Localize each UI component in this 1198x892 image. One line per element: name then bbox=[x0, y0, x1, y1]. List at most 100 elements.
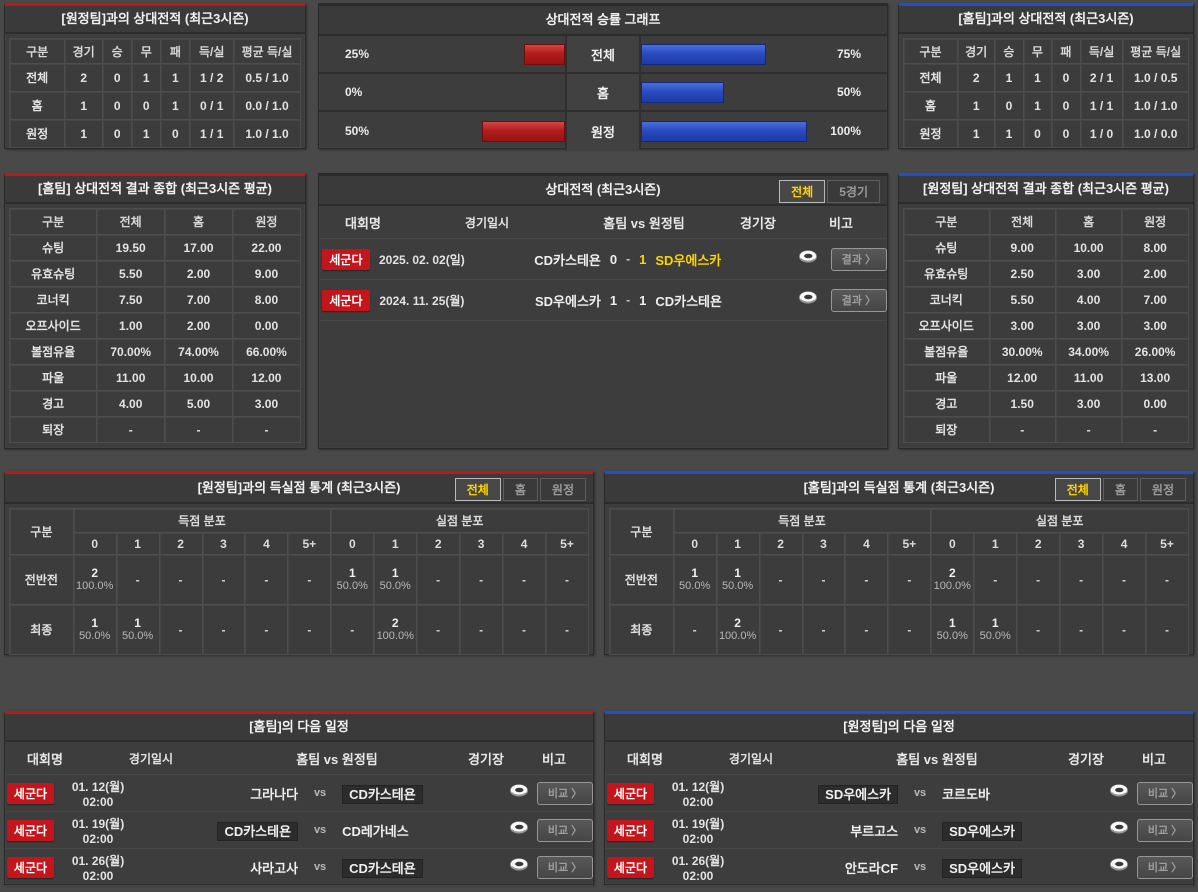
compare-button[interactable]: 비교 〉 bbox=[1137, 818, 1194, 842]
row-label: 홈 bbox=[8, 91, 66, 120]
table-row: 전반전 2 100.0% - - - - -1 50.0% 1 50.0% - - - - bbox=[9, 554, 589, 605]
stadium-icon[interactable] bbox=[1109, 783, 1129, 798]
row-label: 코너킥 bbox=[8, 286, 98, 313]
compare-button[interactable]: 비교 〉 bbox=[537, 781, 594, 805]
panel-title: [홈팀] 상대전적 결과 종합 (최근3시즌 평균) bbox=[38, 181, 272, 196]
tab-all[interactable]: 전체 bbox=[779, 180, 826, 203]
percent-value: 100.0% bbox=[76, 580, 114, 592]
distribution-cell: - bbox=[416, 554, 461, 605]
table-row: 최종 -2 100.0% - - - -1 50.0% 1 50.0% - - - - bbox=[609, 604, 1189, 655]
cell-value: 0 bbox=[1051, 91, 1081, 120]
schedule-date: 01. 19(월) 02:00 bbox=[671, 816, 725, 846]
tab-away[interactable]: 원정 bbox=[539, 478, 586, 501]
tab-home[interactable]: 홈 bbox=[1102, 478, 1138, 501]
panel-home-schedule: [홈팀]의 다음 일정 대회명 경기일시 홈팀 vs 원정팀 경기장 비고 세군… bbox=[4, 711, 594, 886]
stadium-icon[interactable] bbox=[509, 820, 529, 835]
distribution-cell: - bbox=[1016, 604, 1061, 655]
tab-5games[interactable]: 5경기 bbox=[827, 180, 880, 203]
panel-title-bar: [원정팀]과의 상대전적 (최근3시즌) bbox=[5, 6, 305, 34]
away-team-name: CD레가네스 bbox=[342, 821, 500, 840]
schedule-league-cell: 세군다 bbox=[5, 856, 56, 878]
empty-value: - bbox=[479, 572, 484, 587]
column-header: 평균 득/실 bbox=[233, 38, 301, 64]
table-row: 퇴장 - - - bbox=[903, 416, 1189, 443]
stadium-icon[interactable] bbox=[798, 290, 818, 305]
empty-value: - bbox=[1079, 572, 1084, 587]
tab-all[interactable]: 전체 bbox=[1054, 478, 1101, 501]
cell-value: 7.00 bbox=[164, 286, 233, 313]
empty-value: - bbox=[1122, 622, 1127, 637]
panel-goals-vs-home: [홈팀]과의 득실점 통계 (최근3시즌) 전체 홈 원정 구분 득점 분포 실점 … bbox=[604, 471, 1194, 655]
empty-value: - bbox=[821, 572, 826, 587]
red-bar bbox=[482, 120, 565, 142]
match-row: 세군다 2025. 02. 02(일) CD카스테욘 0-1 SD우에스카 결과 〉 bbox=[319, 239, 887, 280]
stadium-icon[interactable] bbox=[509, 857, 529, 872]
stadium-icon[interactable] bbox=[1109, 857, 1129, 872]
column-header-league: 대회명 bbox=[27, 751, 63, 767]
schedule-venue-cell bbox=[1100, 857, 1137, 877]
column-header-venue: 경기장 bbox=[468, 751, 504, 767]
panel-title-bar: [홈팀]의 다음 일정 bbox=[5, 714, 593, 742]
compare-button[interactable]: 비교 〉 bbox=[537, 855, 594, 879]
team-name-text: 그라나다 bbox=[250, 786, 299, 802]
panel-title-bar: [원정팀]의 다음 일정 bbox=[605, 714, 1193, 742]
stadium-icon[interactable] bbox=[798, 249, 818, 264]
cell-value: 7.50 bbox=[96, 286, 166, 313]
home-team-name: 부르고스 bbox=[740, 821, 898, 840]
league-badge: 세군다 bbox=[606, 819, 655, 841]
compare-button[interactable]: 비교 〉 bbox=[1137, 855, 1194, 879]
header-row: 구분 전체 홈 원정 bbox=[8, 208, 302, 235]
score-column-header: 2 bbox=[1016, 532, 1061, 555]
goals-vs-away-tabs: 전체 홈 원정 bbox=[454, 478, 586, 501]
stadium-icon[interactable] bbox=[1109, 820, 1129, 835]
score-column-header: 1 bbox=[715, 532, 760, 555]
score-column-header: 5+ bbox=[1145, 532, 1189, 555]
home-summary-table: 구분 전체 홈 원정 슈팅 19.50 17.00 22.00 유효슈팅 5.50 2.00 9.00… bbox=[5, 204, 305, 447]
schedule-league-cell: 세군다 bbox=[5, 819, 56, 841]
table-row: 오프사이드 1.00 2.00 0.00 bbox=[8, 312, 302, 339]
cell-value: 30.00% bbox=[988, 338, 1056, 365]
tab-all[interactable]: 전체 bbox=[454, 478, 501, 501]
panel-title: [원정팀]과의 득실점 통계 (최근3시즌) bbox=[197, 480, 401, 495]
cell-value: 17.00 bbox=[164, 234, 233, 261]
cell-value: 1 bbox=[994, 63, 1024, 92]
match-venue-cell bbox=[785, 290, 830, 310]
home-team-name: CD카스테욘 bbox=[534, 252, 601, 268]
cell-value: 3.00 bbox=[1121, 312, 1189, 339]
column-header-league: 대회명 bbox=[627, 751, 663, 767]
tab-away[interactable]: 원정 bbox=[1139, 478, 1186, 501]
schedule-note-cell: 비교 〉 bbox=[537, 781, 594, 805]
home-score: 0 bbox=[609, 251, 618, 267]
score-separator: - bbox=[626, 293, 631, 307]
cell-value: 8.00 bbox=[1121, 234, 1189, 261]
compare-button[interactable]: 비교 〉 bbox=[1137, 781, 1194, 805]
cell-value: 1 bbox=[994, 119, 1024, 148]
result-button[interactable]: 결과 〉 bbox=[830, 247, 887, 271]
schedule-row: 세군다 01. 19(월) 02:00 CD카스테욘 vs CD레가네스 비교 〉 bbox=[5, 812, 594, 849]
tab-home[interactable]: 홈 bbox=[502, 478, 538, 501]
column-header: 무 bbox=[1022, 38, 1053, 64]
panel-away-summary: [원정팀] 상대전적 결과 종합 (최근3시즌 평균) 구분 전체 홈 원정 슈팅 9.0… bbox=[898, 173, 1194, 449]
distribution-cell: - bbox=[801, 604, 846, 655]
cell-value: 2.50 bbox=[988, 260, 1056, 287]
table-row: 유효슈팅 5.50 2.00 9.00 bbox=[8, 260, 302, 287]
empty-value: - bbox=[221, 572, 226, 587]
result-button[interactable]: 결과 〉 bbox=[830, 288, 887, 312]
row-label: 볼점유율 bbox=[903, 338, 990, 365]
home-team-name: 그라나다 bbox=[140, 784, 298, 803]
team-name-text: SD우에스카 bbox=[818, 784, 899, 804]
cell-value: 3.00 bbox=[988, 312, 1056, 339]
table-row: 경고 1.50 3.00 0.00 bbox=[903, 390, 1189, 417]
score-column-header: 3 bbox=[1059, 532, 1104, 555]
distribution-cell: 1 50.0% bbox=[672, 554, 717, 605]
distribution-cell: - bbox=[1059, 554, 1104, 605]
count-value: 1 bbox=[734, 566, 741, 580]
schedule-header-row: 대회명 경기일시 홈팀 vs 원정팀 경기장 비고 bbox=[605, 742, 1193, 775]
row-label: 최종 bbox=[609, 604, 674, 655]
chart-row: 50% 원정 100% bbox=[319, 112, 887, 150]
stadium-icon[interactable] bbox=[509, 783, 529, 798]
goals-vs-home-table: 구분 득점 분포 실점 분포 0 1 2 3 4 5+ 0 1 2 3 4 5+ 전반전 1 50.0% 1 50.0… bbox=[605, 508, 1193, 655]
distribution-cell: - bbox=[287, 604, 332, 655]
compare-button[interactable]: 비교 〉 bbox=[537, 818, 594, 842]
percent-value: 50.0% bbox=[379, 580, 411, 592]
